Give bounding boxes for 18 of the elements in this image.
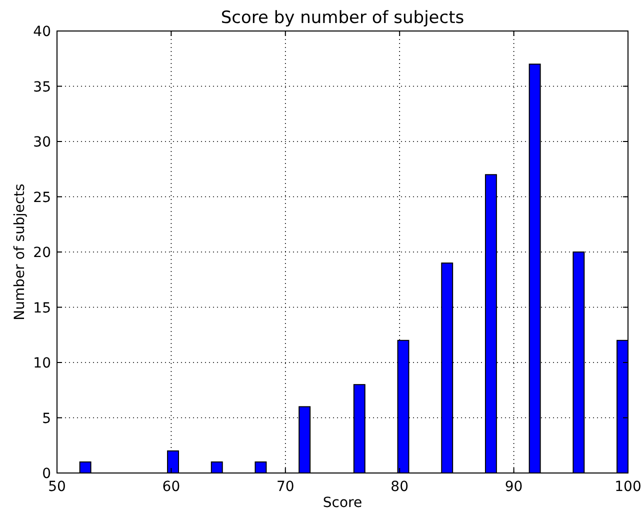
y-tick-label: 40 <box>33 24 51 40</box>
y-tick-label: 0 <box>42 466 51 482</box>
y-axis-title: Number of subjects <box>12 184 28 320</box>
x-axis-title: Score <box>322 495 362 511</box>
x-tick-label: 50 <box>48 479 66 495</box>
y-tick-label: 10 <box>33 356 51 372</box>
chart-title: Score by number of subjects <box>220 8 464 28</box>
y-tick-label: 35 <box>33 79 51 96</box>
x-tick-label: 80 <box>390 479 409 495</box>
x-tick-label: 70 <box>276 479 294 495</box>
y-tick-label: 25 <box>33 190 51 206</box>
y-tick-label: 30 <box>33 134 51 150</box>
x-tick-label: 90 <box>504 479 523 495</box>
y-tick-label: 20 <box>33 245 51 261</box>
x-tick-label: 100 <box>614 479 642 495</box>
y-tick-label: 5 <box>42 410 51 427</box>
x-tick-label: 60 <box>162 479 180 495</box>
y-tick-label: 15 <box>33 300 51 316</box>
